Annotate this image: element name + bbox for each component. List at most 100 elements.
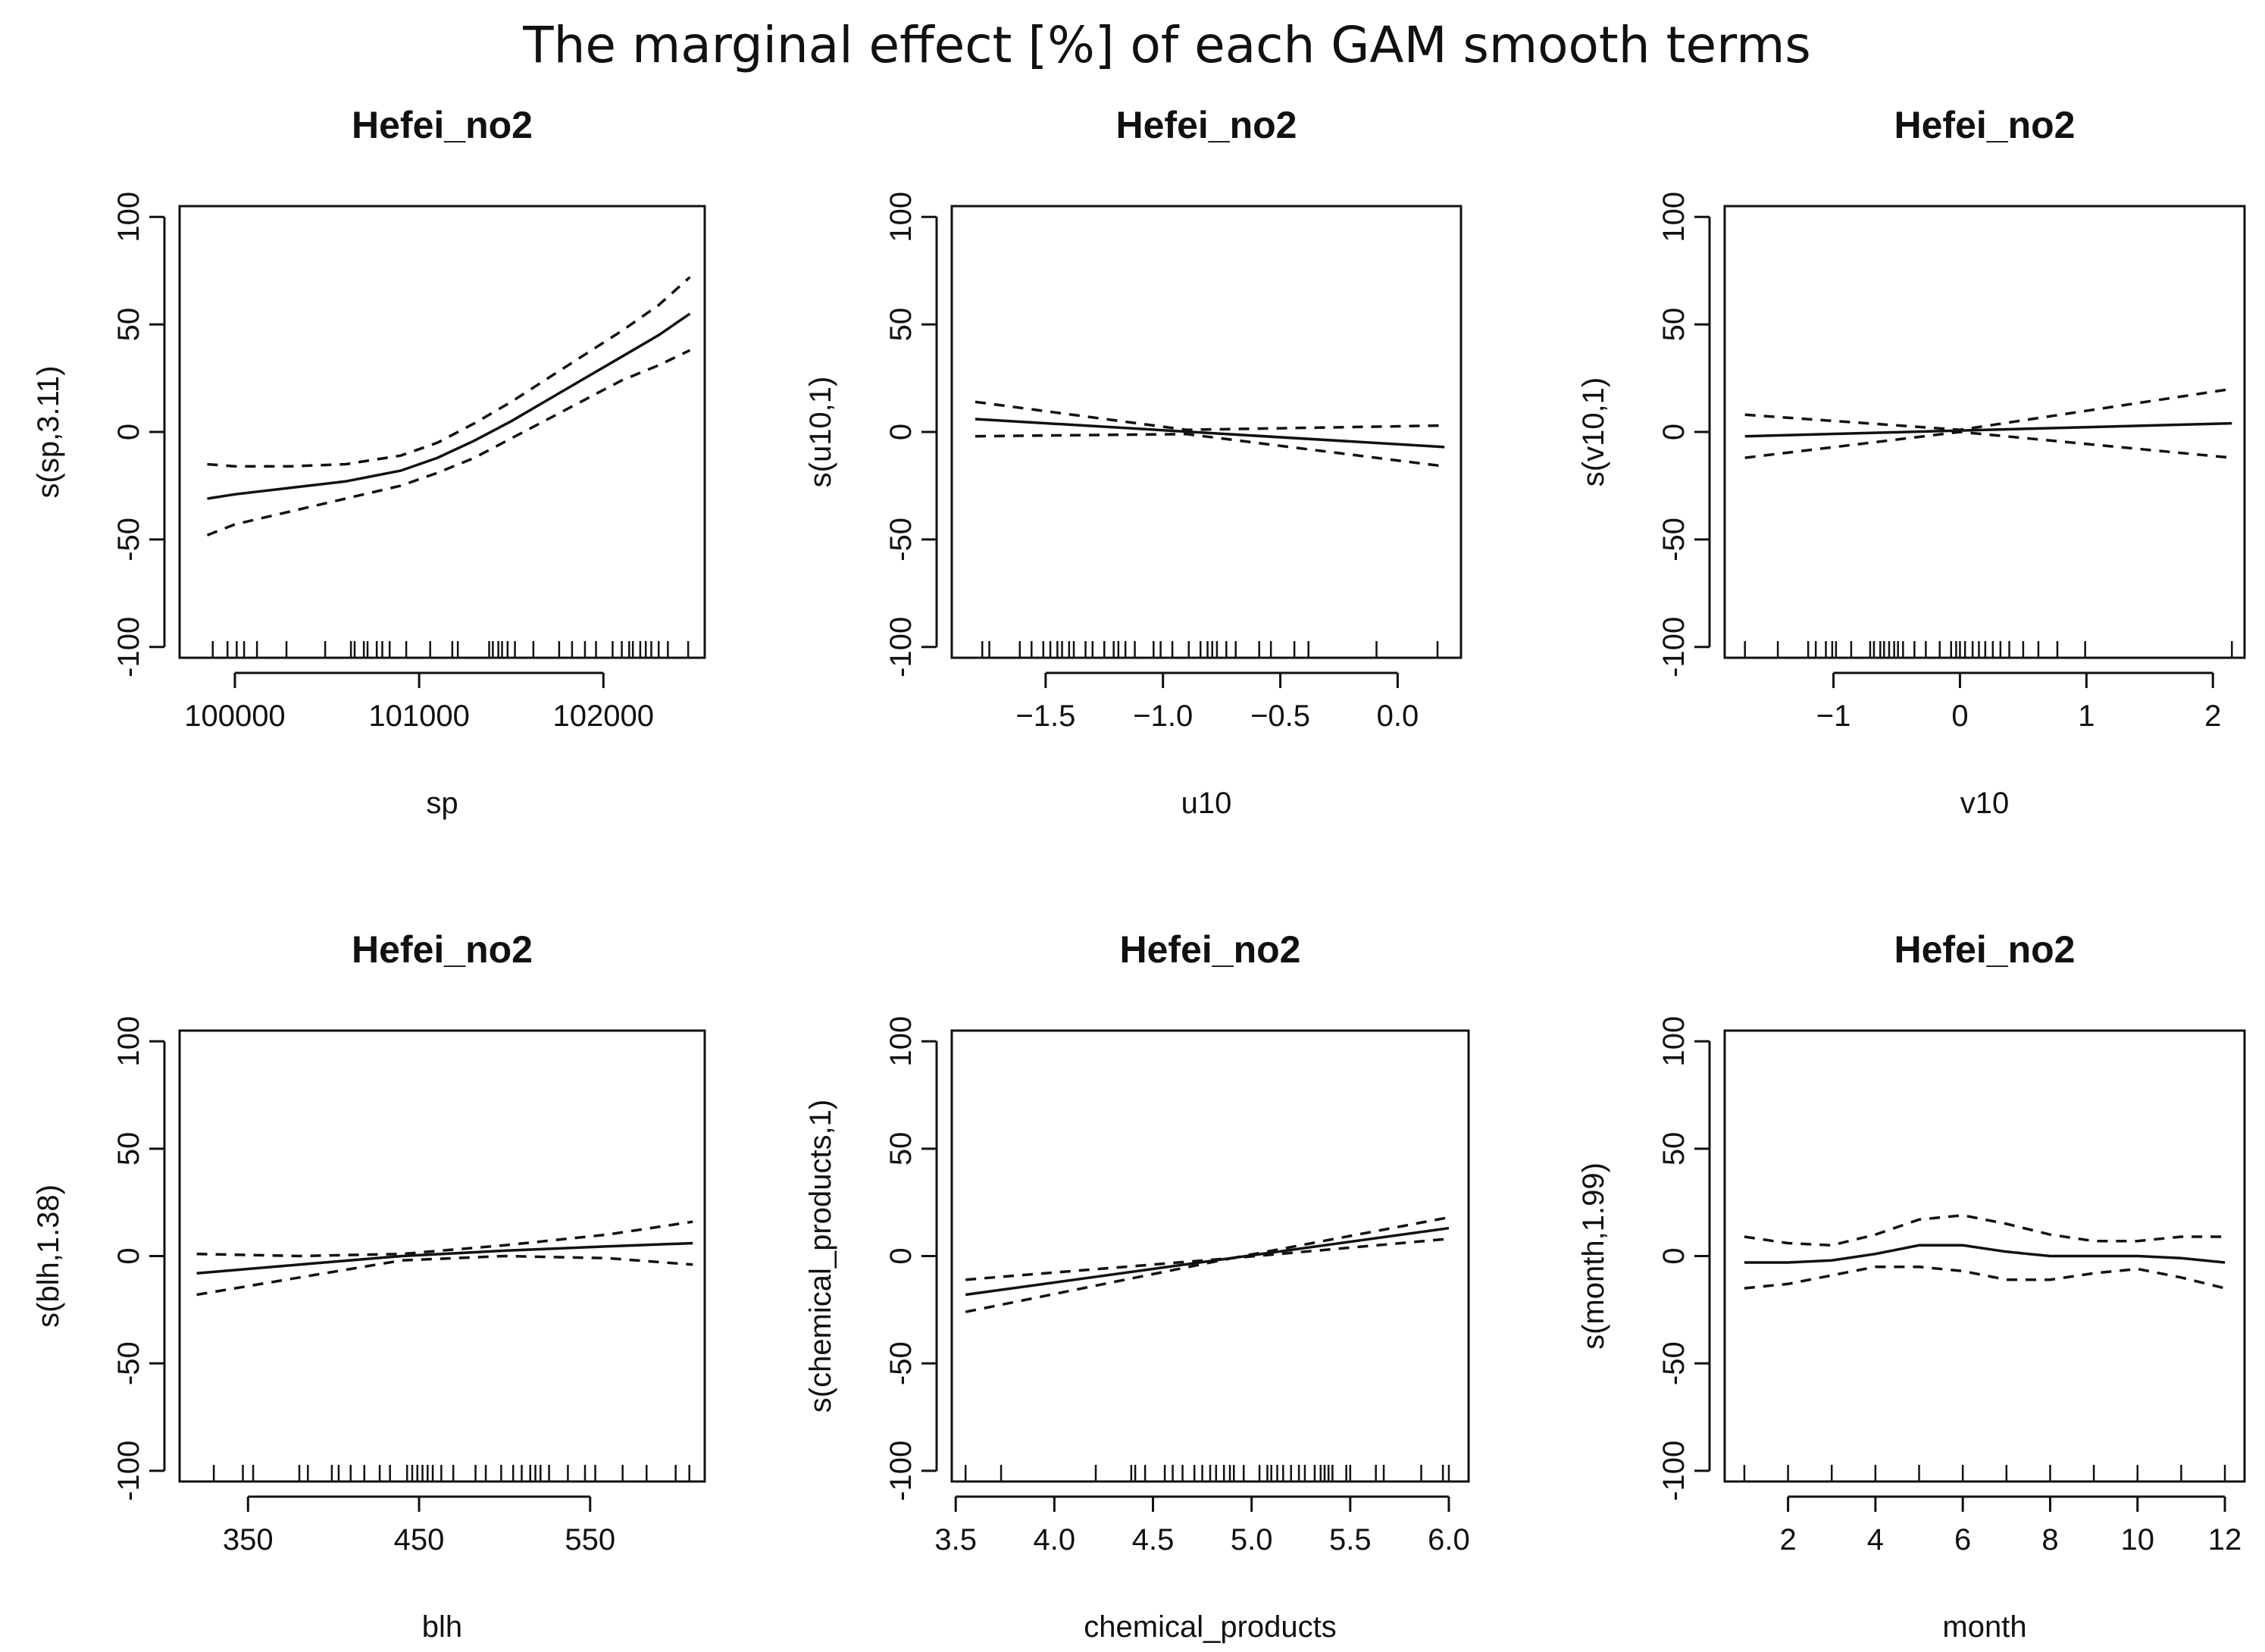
- y-tick-label: 0: [884, 424, 918, 440]
- figure-title: The marginal effect [%] of each GAM smoo…: [522, 16, 1811, 74]
- confidence-band-upper: [207, 276, 691, 468]
- y-tick-label: -50: [1657, 518, 1691, 562]
- x-tick-label: 0.0: [1377, 699, 1419, 733]
- panel-title: Hefei_no2: [1894, 928, 2076, 971]
- plot-frame: [1723, 1029, 2246, 1483]
- y-tick-label: 100: [884, 192, 918, 242]
- y-tick-label: 100: [884, 1016, 918, 1067]
- y-tick-label: 100: [112, 192, 145, 242]
- x-tick-label: 6: [1954, 1523, 1971, 1557]
- x-tick-label: 5.0: [1231, 1523, 1273, 1557]
- x-tick-label: 450: [394, 1523, 445, 1557]
- y-axis-label: s(v10,1): [1577, 377, 1610, 487]
- x-tick-label: 350: [223, 1523, 274, 1557]
- y-tick-label: -50: [112, 518, 145, 562]
- y-tick-label: 50: [112, 1132, 145, 1166]
- confidence-band-upper: [1744, 387, 2232, 431]
- x-tick-label: 12: [2208, 1523, 2242, 1557]
- x-tick-label: −1.5: [1015, 699, 1075, 733]
- x-tick-label: 8: [2041, 1523, 2058, 1557]
- confidence-band-upper: [1744, 1213, 2226, 1247]
- y-tick-label: 50: [884, 1132, 918, 1166]
- x-tick-label: −0.5: [1250, 699, 1310, 733]
- confidence-band-lower: [975, 433, 1445, 468]
- x-tick-label: 102000: [553, 699, 654, 733]
- plot-frame: [1723, 205, 2246, 659]
- y-tick-label: -100: [1657, 617, 1691, 677]
- smooth-fit-line: [965, 1226, 1450, 1297]
- y-tick-label: -100: [884, 1441, 918, 1501]
- y-axis-label: s(u10,1): [804, 377, 837, 488]
- panel-4: Hefei_no2 350 450 550 blh -100 -50 0 50 100 s(blh,…: [32, 928, 706, 1644]
- x-tick-label: 1: [2078, 699, 2094, 733]
- y-tick-label: 0: [112, 1247, 145, 1264]
- y-tick-label: 50: [1657, 1132, 1691, 1166]
- x-tick-label: 5.5: [1329, 1523, 1372, 1557]
- x-tick-label: 2: [2204, 699, 2221, 733]
- smooth-fit-line: [1744, 421, 2232, 438]
- panel-2: Hefei_no2 −1.5 −1.0 −0.5 0.0 u10 -100 -50 0 50 100…: [804, 104, 1463, 820]
- x-tick-label: 550: [565, 1523, 615, 1557]
- x-axis-label: chemical_products: [1084, 1610, 1337, 1644]
- confidence-band-upper: [196, 1220, 693, 1258]
- smooth-fit-line: [1744, 1244, 2226, 1264]
- plot-frame: [950, 1029, 1470, 1483]
- x-axis-label: v10: [1960, 787, 2010, 820]
- y-tick-label: 0: [112, 424, 145, 440]
- confidence-band-lower: [965, 1237, 1450, 1313]
- x-tick-label: 4.0: [1034, 1523, 1076, 1557]
- confidence-band-lower: [1744, 1265, 2226, 1290]
- y-tick-label: -100: [112, 617, 145, 677]
- smooth-fit-line: [975, 418, 1445, 449]
- y-tick-label: -50: [112, 1341, 145, 1385]
- panel-6: Hefei_no2 2 4 6 8 10 12 month -100 -50 0 50 100 s(mon…: [1577, 928, 2246, 1644]
- y-tick-label: 100: [1657, 192, 1691, 242]
- x-tick-label: 3.5: [934, 1523, 977, 1557]
- y-tick-label: 50: [112, 308, 145, 342]
- y-tick-label: 0: [1657, 424, 1691, 440]
- panel-title: Hefei_no2: [1116, 104, 1297, 146]
- x-tick-label: 10: [2121, 1523, 2155, 1557]
- x-tick-label: 2: [1779, 1523, 1796, 1557]
- y-tick-label: -50: [1657, 1341, 1691, 1385]
- confidence-band-upper: [975, 400, 1445, 431]
- plot-frame: [950, 205, 1463, 659]
- y-axis-label: s(chemical_products,1): [804, 1100, 837, 1413]
- panel-title: Hefei_no2: [352, 928, 533, 971]
- y-axis-label: s(blh,1.38): [32, 1184, 65, 1328]
- y-tick-label: 100: [112, 1016, 145, 1067]
- y-tick-label: 100: [1657, 1016, 1691, 1067]
- panel-title: Hefei_no2: [1120, 928, 1301, 971]
- x-tick-label: 4: [1867, 1523, 1884, 1557]
- y-tick-label: -100: [1657, 1441, 1691, 1501]
- x-tick-label: −1.0: [1133, 699, 1193, 733]
- y-tick-label: 0: [1657, 1247, 1691, 1264]
- y-tick-label: 0: [884, 1247, 918, 1264]
- x-tick-label: 100000: [184, 699, 285, 733]
- panel-title: Hefei_no2: [352, 104, 533, 146]
- smooth-fit-line: [196, 1241, 693, 1275]
- x-axis-label: sp: [426, 787, 458, 820]
- y-tick-label: -50: [884, 1341, 918, 1385]
- y-tick-label: -50: [884, 518, 918, 562]
- y-tick-label: 50: [884, 308, 918, 342]
- x-axis-label: month: [1942, 1610, 2026, 1644]
- plot-frame: [178, 205, 706, 659]
- x-axis-label: u10: [1181, 787, 1232, 820]
- x-tick-label: 0: [1951, 699, 1968, 733]
- confidence-band-lower: [206, 349, 691, 537]
- y-tick-label: -100: [884, 617, 918, 677]
- smooth-fit-line: [207, 312, 691, 500]
- x-tick-label: 4.5: [1132, 1523, 1175, 1557]
- y-axis-label: s(month,1.99): [1577, 1162, 1610, 1350]
- y-tick-label: -100: [112, 1441, 145, 1501]
- x-tick-label: 101000: [368, 699, 469, 733]
- panel-1: Hefei_no2 100000 101000 102000 sp -100 -50 0 50 1…: [32, 104, 706, 820]
- plot-frame: [178, 1029, 706, 1483]
- panel-title: Hefei_no2: [1894, 104, 2076, 146]
- y-tick-label: 50: [1657, 308, 1691, 342]
- x-tick-label: 6.0: [1428, 1523, 1470, 1557]
